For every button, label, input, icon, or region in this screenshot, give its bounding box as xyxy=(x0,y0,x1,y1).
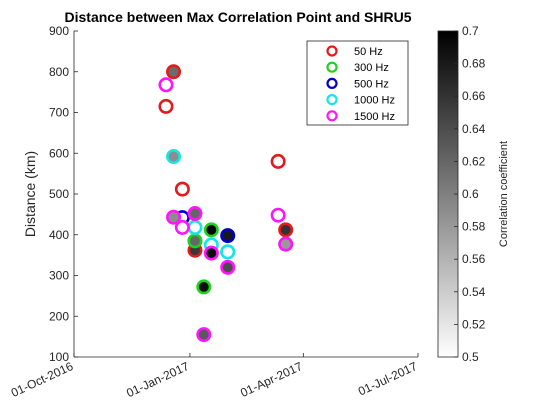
y-tick-label: 700 xyxy=(49,106,69,120)
data-point xyxy=(166,64,182,80)
data-point xyxy=(270,207,286,223)
data-point xyxy=(174,219,190,235)
y-tick-label: 900 xyxy=(49,24,69,38)
colorbar-label: Correlation coefficient xyxy=(498,141,510,247)
legend-marker xyxy=(326,61,338,73)
data-point xyxy=(278,222,294,238)
y-tick-label: 200 xyxy=(49,309,69,323)
data-point xyxy=(203,222,219,238)
colorbar-tick-label: 0.56 xyxy=(462,252,486,266)
colorbar: 0.5 0.52 0.54 0.56 0.58 0.6 0.62 0.64 0.66 0.68 0.… xyxy=(437,24,510,364)
colorbar-tick-label: 0.52 xyxy=(462,317,486,331)
data-point xyxy=(158,98,174,114)
data-point xyxy=(166,209,182,225)
y-axis-label: Distance (km) xyxy=(22,151,38,237)
data-point xyxy=(196,327,212,343)
data-point xyxy=(270,153,286,169)
colorbar-tick-label: 0.66 xyxy=(462,89,486,103)
legend-label: 50 Hz xyxy=(354,46,383,58)
data-point xyxy=(196,279,212,295)
data-point xyxy=(220,244,236,260)
y-tick-label: 600 xyxy=(49,146,69,160)
colorbar-tick-label: 0.68 xyxy=(462,57,486,71)
series-0 xyxy=(158,64,294,258)
data-point xyxy=(278,236,294,252)
legend-label: 300 Hz xyxy=(354,62,389,74)
colorbar-tick-label: 0.5 xyxy=(462,350,479,364)
legend-label: 1500 Hz xyxy=(354,111,395,123)
legend-marker xyxy=(326,93,338,106)
data-point xyxy=(187,233,203,249)
data-point xyxy=(220,228,236,244)
legend: 50 Hz 300 Hz 500 Hz 1000 Hz 1500 Hz xyxy=(306,40,409,126)
y-tick-label: 800 xyxy=(49,65,69,79)
data-point xyxy=(203,245,219,261)
chart-title: Distance between Max Correlation Point a… xyxy=(65,9,412,25)
series-4 xyxy=(158,77,294,343)
y-tick-label: 300 xyxy=(49,269,69,283)
legend-marker xyxy=(326,110,338,122)
colorbar-tick-label: 0.62 xyxy=(462,154,486,168)
colorbar-tick-label: 0.58 xyxy=(462,220,486,234)
y-tick-label: 500 xyxy=(49,187,69,201)
legend-marker xyxy=(326,77,338,90)
colorbar-tick-label: 0.54 xyxy=(462,285,486,299)
data-point xyxy=(187,219,203,235)
legend-label: 1000 Hz xyxy=(354,95,395,107)
colorbar-tick-label: 0.6 xyxy=(462,187,479,201)
y-tick-label: 100 xyxy=(49,350,69,364)
data-point xyxy=(166,149,182,165)
data-point xyxy=(174,181,190,197)
data-point xyxy=(187,206,203,222)
legend-box xyxy=(306,40,409,126)
y-tick-label: 400 xyxy=(49,228,69,242)
legend-label: 500 Hz xyxy=(354,78,389,90)
data-point xyxy=(220,259,236,275)
legend-marker xyxy=(326,45,338,57)
colorbar-tick-label: 0.7 xyxy=(462,24,479,38)
colorbar-tick-label: 0.64 xyxy=(462,122,486,136)
data-point xyxy=(158,77,174,93)
